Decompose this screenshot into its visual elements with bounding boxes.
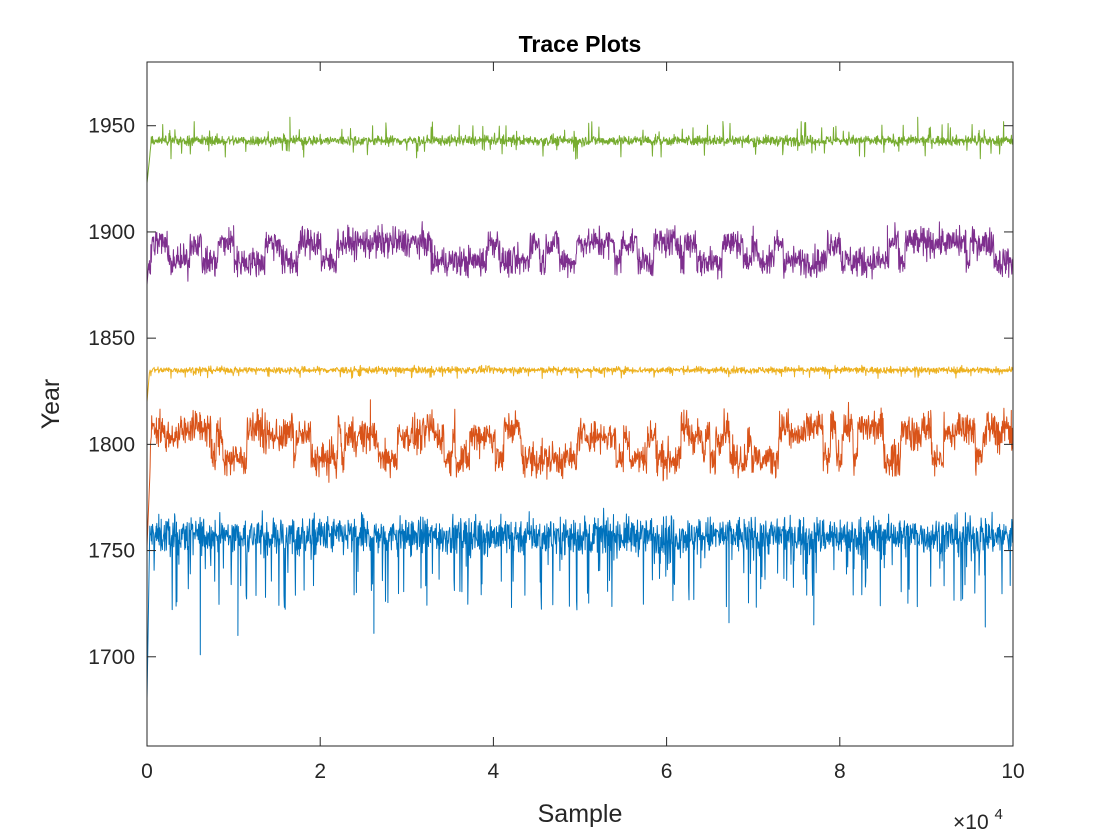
y-axis-label: Year (37, 379, 65, 430)
x-tick-label: 4 (488, 760, 500, 783)
trace-series-5 (146, 116, 1014, 184)
y-tick-label: 1950 (88, 115, 135, 138)
plot-area (147, 62, 1013, 746)
x-axis-exponent-power: 4 (994, 806, 1002, 823)
trace-series-3 (146, 364, 1014, 402)
y-tick-label: 1900 (88, 221, 135, 244)
x-tick-label: 0 (141, 760, 153, 783)
x-tick-label: 6 (661, 760, 673, 783)
x-tick-label: 2 (314, 760, 326, 783)
y-tick-label: 1850 (88, 327, 135, 350)
x-axis-exponent-base: ×10 (953, 811, 989, 834)
y-tick-label: 1800 (88, 433, 135, 456)
x-axis-label: Sample (538, 800, 623, 828)
trace-lines (146, 116, 1014, 700)
trace-series-2 (146, 399, 1014, 547)
y-axis-ticks: 1700 1750 1800 1850 1900 1950 (88, 115, 1013, 669)
axes-box (146, 61, 1014, 747)
y-tick-label: 1750 (88, 540, 135, 563)
trace-series-1 (146, 507, 1014, 700)
chart-title: Trace Plots (519, 31, 642, 57)
x-tick-label: 10 (1001, 760, 1024, 783)
x-axis-exponent: ×10 4 (953, 806, 1003, 834)
trace-series-4 (146, 221, 1014, 286)
x-axis-ticks: 0 2 4 6 8 10 (141, 62, 1025, 783)
y-tick-label: 1700 (88, 646, 135, 669)
x-tick-label: 8 (834, 760, 846, 783)
